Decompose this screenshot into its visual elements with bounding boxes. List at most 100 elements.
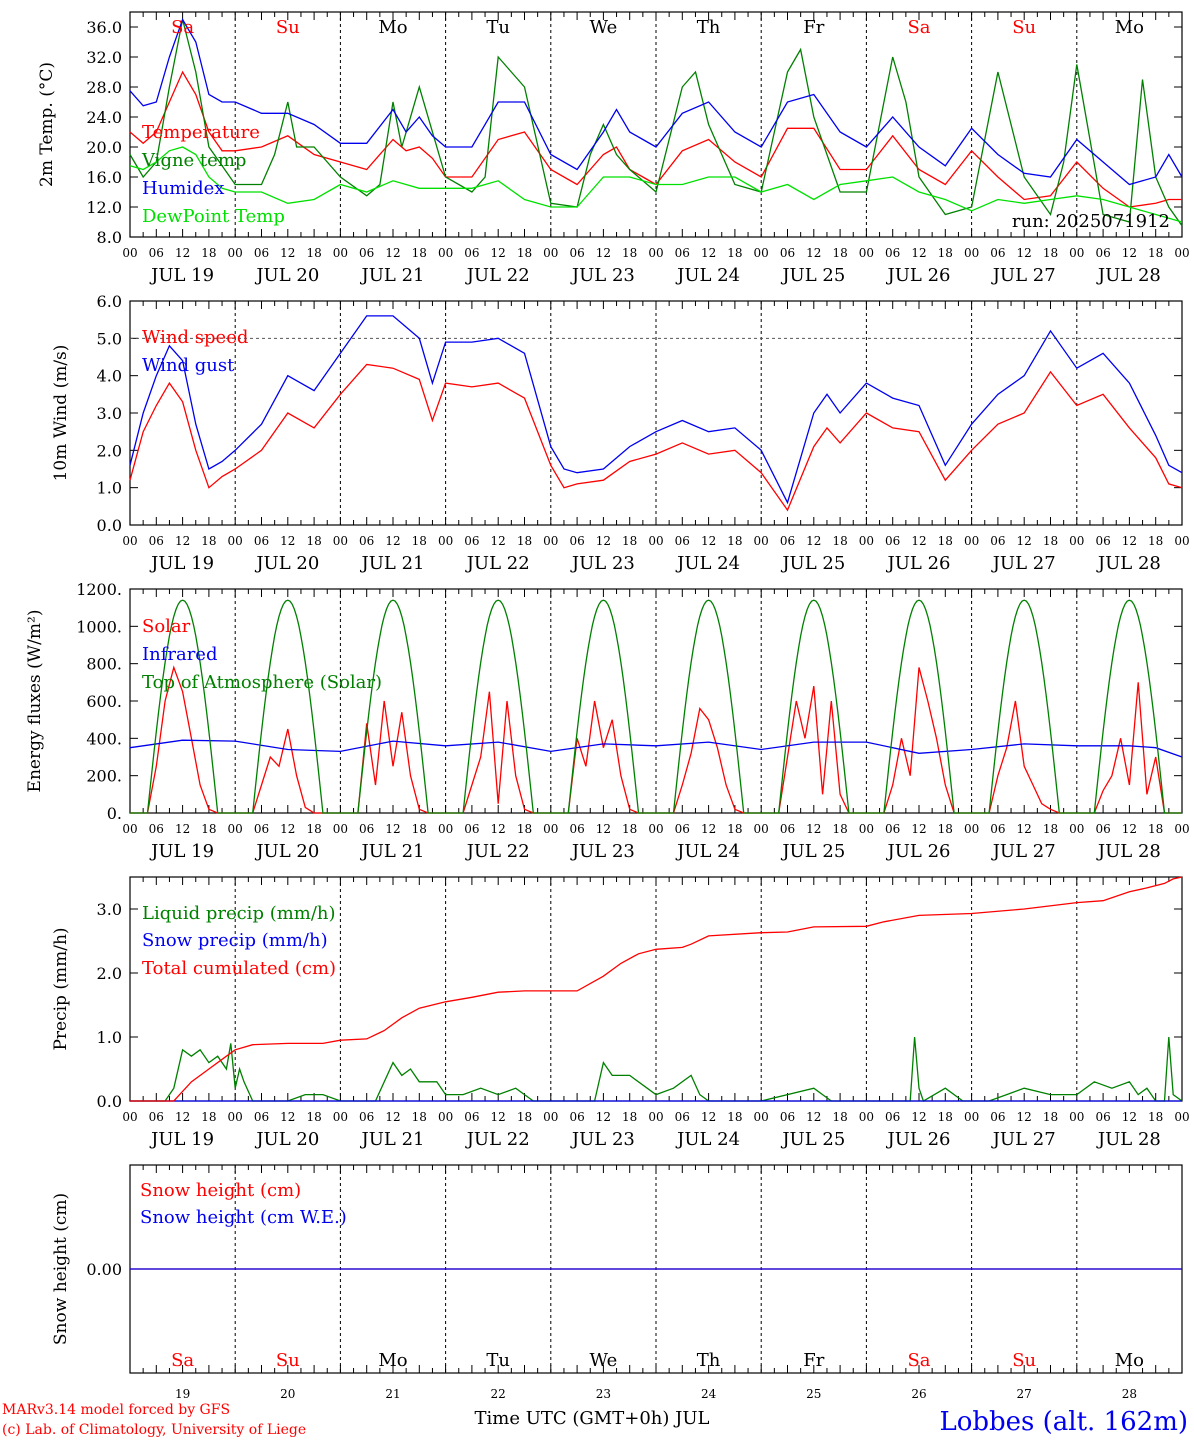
- y-tick-label: 36.0: [86, 18, 122, 37]
- date-label: JUL 19: [149, 265, 214, 286]
- hour-tick-label: 00: [333, 534, 348, 548]
- y-tick-label: 0.0: [97, 516, 122, 535]
- hour-tick-label: 00: [648, 1110, 663, 1124]
- hour-tick-label: 12: [806, 1110, 821, 1124]
- hour-tick-label: 06: [780, 246, 795, 260]
- hour-tick-label: 18: [306, 1110, 321, 1124]
- hour-tick-label: 00: [1174, 822, 1189, 836]
- hour-tick-label: 00: [333, 246, 348, 260]
- hour-tick-label: 18: [412, 534, 427, 548]
- y-tick-label: 600.: [86, 692, 122, 711]
- hour-tick-label: 00: [438, 1110, 453, 1124]
- hour-tick-label: 00: [333, 822, 348, 836]
- legend-entry: Wind speed: [142, 327, 248, 348]
- legend-entry: Snow height (cm W.E.): [140, 1207, 347, 1228]
- hour-tick-label: 00: [859, 534, 874, 548]
- hour-tick-label: 00: [754, 1110, 769, 1124]
- hour-tick-label: 06: [254, 246, 269, 260]
- y-tick-label: 16.0: [86, 168, 122, 187]
- date-label: JUL 22: [465, 841, 530, 862]
- y-tick-label: 0.00: [86, 1260, 122, 1279]
- hour-tick-label: 12: [491, 822, 506, 836]
- hour-tick-label: 18: [1148, 534, 1163, 548]
- hour-tick-label: 06: [780, 822, 795, 836]
- date-label: JUL 22: [465, 553, 530, 574]
- day-number-label: 22: [491, 1387, 506, 1401]
- y-axis-label: Snow height (cm): [51, 1193, 71, 1345]
- y-tick-label: 4.0: [97, 367, 122, 386]
- hour-tick-label: 12: [385, 246, 400, 260]
- y-tick-label: 6.0: [97, 292, 122, 311]
- date-label: JUL 25: [780, 1129, 845, 1150]
- precip-panel: 0.0 1.0 2.0 3.0 Precip (mm/h) Liquid precip (…: [51, 876, 1190, 1150]
- day-number-label: 26: [911, 1387, 926, 1401]
- hour-tick-label: 00: [228, 1110, 243, 1124]
- hour-tick-label: 18: [306, 534, 321, 548]
- hour-tick-label: 06: [149, 246, 164, 260]
- hour-tick-label: 06: [569, 822, 584, 836]
- hour-tick-label: 00: [648, 822, 663, 836]
- date-label: JUL 23: [570, 841, 635, 862]
- x-axis-title: Time UTC (GMT+0h) JUL: [475, 1408, 710, 1429]
- hour-tick-label: 00: [228, 822, 243, 836]
- day-number-label: 23: [596, 1387, 611, 1401]
- hour-tick-label: 12: [1017, 246, 1032, 260]
- series-line-humidex: [129, 17, 1183, 186]
- hour-tick-label: 00: [1069, 1110, 1084, 1124]
- energy-panel: 0. 200. 400. 600. 800. 1000. 1200. Energy fluxe…: [25, 580, 1190, 862]
- hour-tick-label: 06: [885, 534, 900, 548]
- hour-tick-label: 06: [254, 534, 269, 548]
- series-line-wind-gust: [129, 315, 1183, 505]
- legend-entry: Vigne temp: [141, 150, 246, 171]
- hour-tick-label: 18: [727, 246, 742, 260]
- series-line-infrared: [129, 739, 1183, 758]
- hour-tick-label: 06: [990, 822, 1005, 836]
- legend-entry: Temperature: [142, 122, 260, 143]
- hour-tick-label: 06: [990, 1110, 1005, 1124]
- hour-tick-label: 06: [990, 534, 1005, 548]
- plot-frame: [129, 588, 1183, 814]
- date-label: JUL 23: [570, 1129, 635, 1150]
- day-of-week-label: Mo: [378, 1350, 407, 1371]
- day-of-week-label: We: [590, 1350, 618, 1371]
- date-label: JUL 28: [1096, 1129, 1161, 1150]
- hour-tick-label: 06: [464, 534, 479, 548]
- y-tick-label: 400.: [86, 729, 122, 748]
- hour-tick-label: 06: [1095, 822, 1110, 836]
- date-label: JUL 20: [254, 265, 319, 286]
- series-line-liquid-precip-mm-h-: [130, 1036, 1183, 1102]
- date-label: JUL 27: [991, 265, 1056, 286]
- hour-tick-label: 00: [1174, 534, 1189, 548]
- hour-tick-label: 18: [1148, 822, 1163, 836]
- day-of-week-label: Fr: [803, 1350, 824, 1371]
- day-number-label: 27: [1017, 1387, 1032, 1401]
- day-of-week-label: Th: [697, 17, 721, 38]
- date-label: JUL 24: [675, 265, 740, 286]
- hour-tick-label: 18: [622, 246, 637, 260]
- hour-tick-label: 00: [859, 1110, 874, 1124]
- run-label: run: 2025071912: [1012, 211, 1170, 232]
- series-line-top-of-atmosphere-solar-: [130, 599, 1182, 814]
- y-axis-label: 10m Wind (m/s): [51, 345, 71, 482]
- legend-entry: Infrared: [142, 644, 217, 665]
- legend-entry: Humidex: [142, 178, 224, 199]
- date-label: JUL 21: [360, 265, 425, 286]
- hour-tick-label: 18: [1148, 1110, 1163, 1124]
- hour-tick-label: 12: [911, 822, 926, 836]
- hour-tick-label: 06: [149, 534, 164, 548]
- hour-tick-label: 12: [596, 822, 611, 836]
- hour-tick-label: 18: [1043, 1110, 1058, 1124]
- wind-panel: 0.0 1.0 2.0 3.0 4.0 5.0 6.0 10m Wind (m/s) Wind …: [51, 292, 1190, 574]
- y-tick-label: 0.0: [97, 1092, 122, 1111]
- hour-tick-label: 06: [359, 1110, 374, 1124]
- y-tick-label: 32.0: [86, 48, 122, 67]
- legend-entry: Wind gust: [142, 355, 235, 376]
- day-of-week-label: Su: [1012, 17, 1036, 38]
- day-of-week-label: Sa: [907, 1350, 930, 1371]
- hour-tick-label: 06: [254, 1110, 269, 1124]
- hour-tick-label: 00: [648, 534, 663, 548]
- hour-tick-label: 18: [412, 822, 427, 836]
- day-of-week-label: Mo: [378, 17, 407, 38]
- hour-tick-label: 06: [675, 822, 690, 836]
- hour-tick-label: 12: [596, 534, 611, 548]
